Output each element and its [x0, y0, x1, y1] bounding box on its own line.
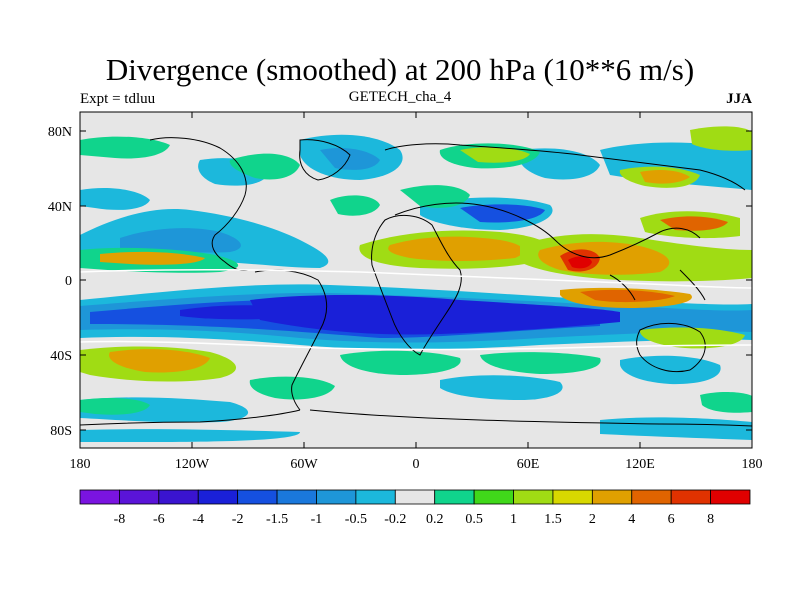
colorbar-swatch [710, 489, 751, 505]
colorbar-swatch [473, 489, 514, 505]
colorbar-label: 6 [668, 512, 675, 527]
colorbar-swatch [355, 489, 396, 505]
colorbar-swatch [552, 489, 593, 505]
lon-label: 180 [742, 457, 763, 472]
colorbar-swatch [316, 489, 357, 505]
colorbar-swatch [591, 489, 633, 505]
colorbar-swatch [434, 489, 475, 505]
lon-label: 180 [70, 457, 91, 472]
colorbar-label: -1.5 [266, 512, 288, 527]
coastlines [80, 137, 752, 427]
colorbar-label: -0.5 [345, 512, 367, 527]
season-label: JJA [726, 91, 752, 107]
colorbar-label: 1 [510, 512, 517, 527]
colorbar-swatch [394, 489, 436, 505]
eurasia-south-coast [394, 202, 701, 259]
eurasia-north-coast [384, 143, 746, 191]
lat-label: 80N [48, 125, 72, 140]
colorbar-label: -1 [311, 512, 323, 527]
map-title: Divergence (smoothed) at 200 hPa (10**6 … [105, 52, 695, 87]
colorbar-label: 8 [707, 512, 714, 527]
north-america-coast [149, 137, 249, 271]
lon-label: 60W [290, 457, 318, 472]
latitude-axis: 80N 40N 0 40S 80S [48, 125, 752, 439]
colorbar-label: -2 [232, 512, 244, 527]
colorbar-label: -6 [153, 512, 165, 527]
colorbar-label: -8 [114, 512, 126, 527]
longitude-axis: 180 120W 60W 0 60E 120E 180 [70, 112, 763, 472]
southeast-asia-coast [609, 274, 636, 301]
lat-label: 40N [48, 200, 72, 215]
antarctica-west-coast [80, 409, 301, 426]
colorbar-swatch [631, 489, 672, 505]
lat-label: 80S [50, 424, 72, 439]
south-blue-regions [80, 355, 752, 442]
lat-label: 40S [50, 349, 72, 364]
lon-label: 0 [413, 457, 420, 472]
colorbar-label: 1.5 [544, 512, 562, 527]
colorbar-swatch [276, 489, 317, 505]
colorbar: -8 -6 -4 -2 -1.5 -1 -0.5 -0.2 0.2 0.5 1 1.5 2 4 6 8 [79, 489, 751, 527]
colorbar-swatch [119, 489, 160, 505]
lon-label: 120W [175, 457, 210, 472]
lon-label: 60E [517, 457, 540, 472]
colorbar-label: 4 [628, 512, 635, 527]
lat-label: 0 [65, 274, 72, 289]
colorbar-label: 2 [589, 512, 596, 527]
colorbar-swatch [513, 489, 554, 505]
model-label: GETECH_cha_4 [348, 89, 452, 105]
map-field [80, 112, 752, 448]
colorbar-label: 0.5 [465, 512, 483, 527]
africa-coast [371, 214, 462, 356]
colorbar-swatch [670, 489, 711, 505]
colorbar-swatch [237, 489, 278, 505]
south-america-coast [254, 269, 327, 411]
greenland-coast [299, 139, 351, 181]
colorbar-swatch [158, 489, 199, 505]
lon-label: 120E [625, 457, 655, 472]
colorbar-label: -4 [192, 512, 204, 527]
antarctica-coast [309, 409, 752, 427]
colorbar-label: 0.2 [426, 512, 444, 527]
australia-coast [636, 322, 706, 373]
maritime-continent-coast [679, 269, 706, 301]
colorbar-swatch [197, 489, 239, 505]
north-divergence [80, 126, 752, 282]
colorbar-swatch [79, 489, 120, 505]
colorbar-label: -0.2 [384, 512, 406, 527]
south-divergence [80, 287, 752, 415]
experiment-label: Expt = tdluu [80, 91, 156, 107]
zero-contours [80, 268, 752, 351]
